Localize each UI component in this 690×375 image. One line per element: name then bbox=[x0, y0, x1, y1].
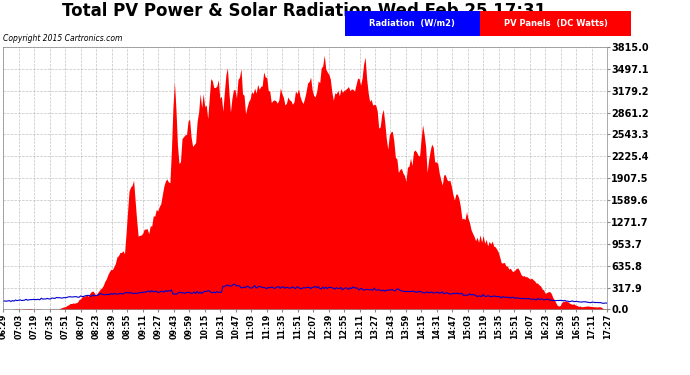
Text: Radiation  (W/m2): Radiation (W/m2) bbox=[369, 19, 455, 28]
Text: Copyright 2015 Cartronics.com: Copyright 2015 Cartronics.com bbox=[3, 34, 123, 43]
Text: PV Panels  (DC Watts): PV Panels (DC Watts) bbox=[504, 19, 607, 28]
Text: Total PV Power & Solar Radiation Wed Feb 25 17:31: Total PV Power & Solar Radiation Wed Feb… bbox=[61, 2, 546, 20]
